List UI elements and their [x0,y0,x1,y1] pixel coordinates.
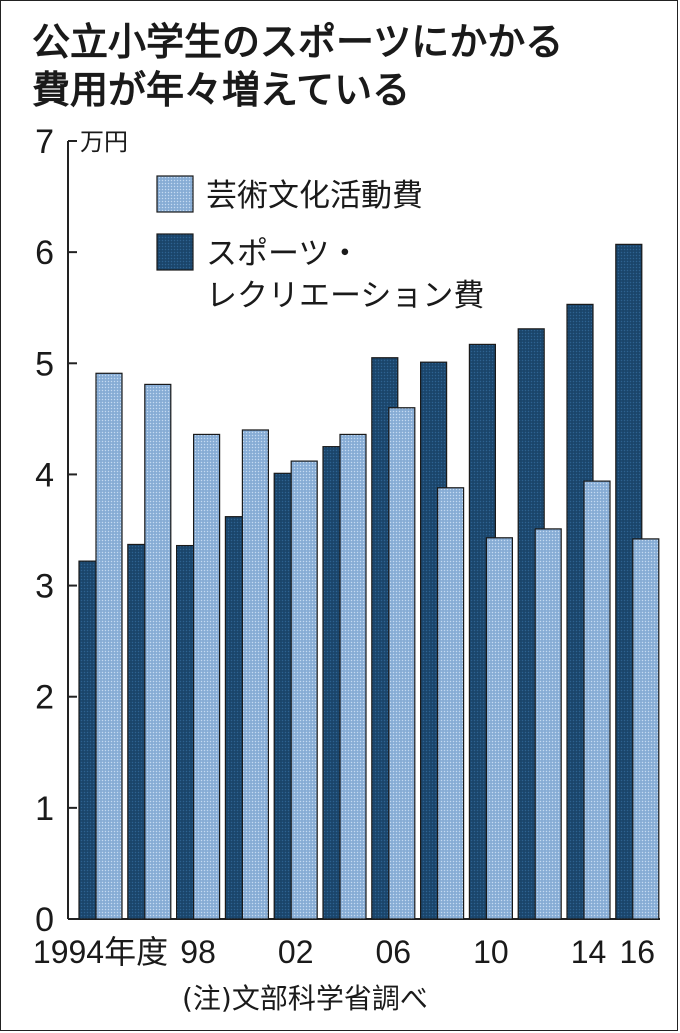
bar-arts-1998 [193,433,221,920]
x-tick-label: 1994年度 [33,934,168,970]
y-tick-label: 5 [35,345,54,383]
legend-label-arts: 芸術文化活動費 [206,178,423,214]
bar-arts-2002 [290,460,318,920]
bar-arts-1996 [144,383,172,920]
x-tick-label: 02 [278,934,314,970]
x-tick-label: 14 [571,934,607,970]
bar-arts-2006 [388,407,416,920]
bar-arts-2016 [632,538,660,920]
y-tick-label: 0 [35,901,54,939]
bar-arts-2000 [241,429,269,920]
legend-swatch-arts [156,175,194,213]
legend-swatch-sports [156,233,194,271]
y-axis-unit-label: 万円 [80,128,128,156]
bar-arts-2004 [339,433,367,920]
x-tick-label: 06 [376,934,412,970]
y-tick-label: 4 [35,456,54,494]
y-tick-label: 6 [35,234,54,272]
y-tick-label: 1 [35,790,54,828]
bar-arts-2010 [485,537,513,920]
chart-title-line-2: 費用が年々増えている [32,68,411,112]
bar-arts-2008 [437,487,465,920]
x-tick-label: 16 [620,934,656,970]
bar-arts-2012 [534,528,562,920]
chart-title: 公立小学生のスポーツにかかる 費用が年々増えている [32,18,563,114]
bar-arts-2014 [583,480,611,920]
y-tick-label: 3 [35,568,54,606]
source-note: (注)文部科学省調べ [182,982,428,1015]
y-tick-label: 2 [35,679,54,717]
y-tick-label: 7 [35,123,54,161]
x-tick-label: 98 [180,934,216,970]
bar-arts-1994 [95,372,123,920]
legend-label-sports-line: レクリエーション費 [206,278,484,314]
x-tick-label: 10 [473,934,509,970]
legend-label-sports-line: スポーツ・ [206,236,360,272]
chart-title-line-1: 公立小学生のスポーツにかかる [32,20,564,64]
